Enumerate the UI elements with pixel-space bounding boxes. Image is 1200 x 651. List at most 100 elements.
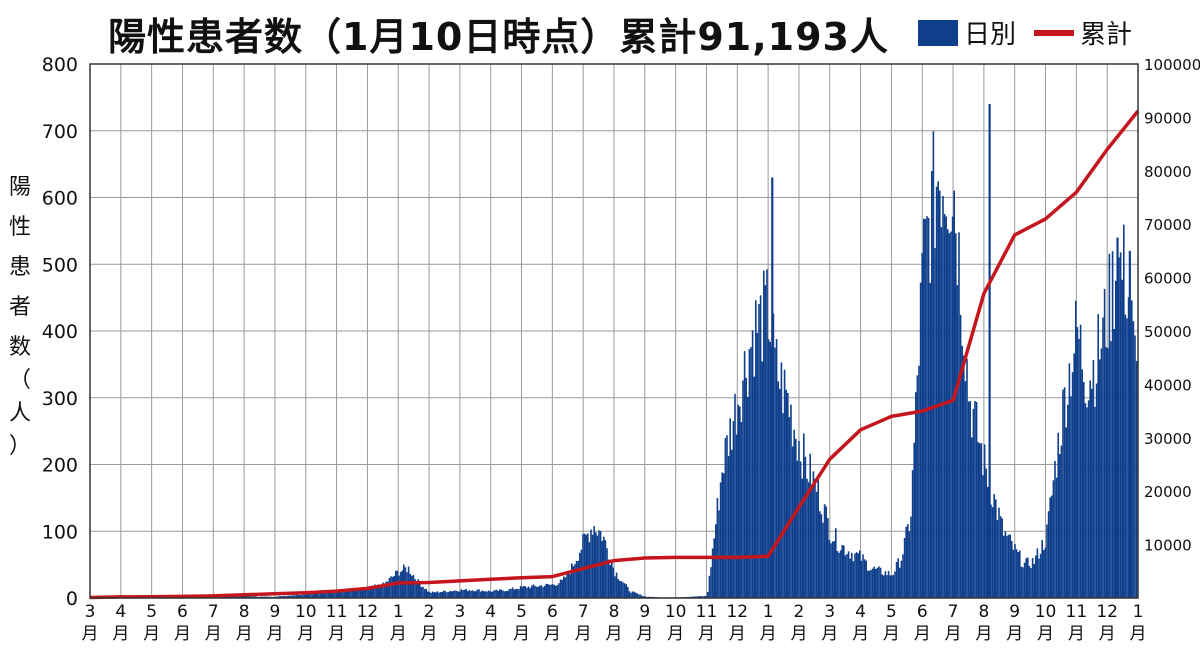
chart-legend: 日別 累計 bbox=[918, 14, 1150, 51]
x-tick-unit: 月 bbox=[760, 624, 777, 644]
x-tick-unit: 月 bbox=[575, 624, 592, 644]
daily-bar bbox=[379, 585, 381, 598]
daily-bar bbox=[774, 347, 776, 598]
daily-bar bbox=[377, 584, 379, 598]
daily-bar bbox=[895, 561, 898, 598]
x-tick-label: 3 bbox=[454, 602, 465, 622]
daily-bar bbox=[1105, 347, 1107, 598]
plot-frame bbox=[89, 63, 1139, 599]
daily-bar bbox=[777, 381, 779, 598]
daily-bar bbox=[499, 589, 501, 598]
daily-bar bbox=[241, 596, 243, 598]
daily-bar bbox=[951, 216, 954, 598]
daily-bar bbox=[265, 596, 267, 598]
grid-lines bbox=[89, 63, 1139, 599]
daily-bar bbox=[283, 595, 285, 598]
x-tick-label: 5 bbox=[886, 602, 897, 622]
daily-bar bbox=[367, 587, 370, 598]
daily-bar bbox=[435, 592, 437, 598]
daily-bar bbox=[467, 591, 469, 598]
daily-bar bbox=[303, 594, 306, 598]
daily-bar bbox=[331, 592, 333, 598]
daily-bar bbox=[950, 231, 952, 598]
daily-bar bbox=[518, 589, 520, 598]
daily-bar bbox=[1092, 360, 1095, 598]
y-right-tick-label: 80000 bbox=[1144, 163, 1192, 181]
x-tick-unit: 月 bbox=[482, 624, 499, 644]
daily-bar bbox=[247, 596, 250, 598]
daily-bar bbox=[795, 438, 797, 598]
daily-bar bbox=[281, 596, 283, 598]
daily-bar bbox=[993, 493, 995, 598]
daily-bar bbox=[470, 590, 472, 598]
daily-bar bbox=[415, 583, 418, 598]
daily-bar bbox=[835, 528, 837, 598]
daily-bar bbox=[977, 442, 979, 598]
daily-bar bbox=[289, 595, 291, 598]
daily-bar bbox=[1084, 403, 1087, 598]
daily-bar bbox=[1127, 297, 1130, 598]
daily-bar bbox=[614, 576, 616, 598]
x-axis-ticks: 3月4月5月6月7月8月9月10月11月12月1月2月3月4月5月6月7月8月9… bbox=[82, 602, 1147, 644]
daily-bar bbox=[783, 369, 786, 598]
daily-bar bbox=[731, 449, 733, 598]
daily-bar bbox=[1100, 348, 1103, 598]
daily-bar bbox=[292, 595, 295, 598]
y-label-char: 患 bbox=[8, 255, 31, 280]
y-right-tick-label: 30000 bbox=[1144, 430, 1192, 448]
daily-bar bbox=[987, 486, 989, 598]
daily-bar bbox=[563, 576, 565, 598]
daily-bar bbox=[337, 592, 339, 598]
daily-bar bbox=[750, 347, 752, 598]
y-label-char: 性 bbox=[8, 215, 31, 240]
daily-bar bbox=[1009, 534, 1011, 598]
daily-bar bbox=[1014, 544, 1016, 598]
daily-bar bbox=[243, 595, 245, 598]
daily-bar bbox=[643, 596, 645, 598]
daily-bar bbox=[364, 588, 367, 598]
daily-bar bbox=[847, 551, 850, 598]
daily-bar bbox=[583, 533, 586, 598]
daily-bar bbox=[1083, 381, 1085, 598]
legend-label-cumulative: 累計 bbox=[1080, 20, 1133, 50]
daily-bar bbox=[252, 596, 255, 598]
daily-bar bbox=[246, 595, 248, 598]
daily-bar bbox=[1081, 369, 1083, 598]
daily-bar bbox=[798, 440, 800, 598]
daily-bar bbox=[782, 413, 784, 598]
x-tick-label: 6 bbox=[547, 602, 558, 622]
daily-bar bbox=[603, 536, 605, 598]
x-tick-label: 5 bbox=[146, 602, 157, 622]
daily-bar bbox=[940, 227, 943, 598]
daily-bar bbox=[820, 514, 823, 598]
daily-bar bbox=[1079, 324, 1082, 598]
daily-bar bbox=[1086, 407, 1088, 598]
x-tick-unit: 月 bbox=[451, 624, 468, 644]
daily-bar bbox=[356, 588, 359, 598]
daily-bar bbox=[1041, 540, 1043, 598]
daily-bar bbox=[753, 376, 755, 598]
x-tick-label: 2 bbox=[794, 602, 805, 622]
daily-bar bbox=[382, 582, 384, 598]
daily-bar bbox=[985, 468, 987, 598]
daily-bar bbox=[577, 560, 579, 598]
daily-bar bbox=[929, 282, 931, 598]
daily-bar bbox=[721, 472, 723, 598]
daily-bar bbox=[959, 314, 962, 598]
daily-bar bbox=[427, 591, 429, 598]
daily-bar bbox=[1054, 460, 1056, 598]
daily-bar bbox=[1006, 535, 1008, 598]
x-tick-label: 7 bbox=[578, 602, 589, 622]
daily-bar bbox=[291, 595, 293, 598]
daily-bar bbox=[443, 590, 445, 598]
y-label-char: （ bbox=[8, 368, 31, 393]
daily-bar bbox=[465, 588, 467, 598]
daily-bar bbox=[999, 516, 1002, 598]
x-tick-unit: 月 bbox=[390, 624, 407, 644]
daily-bar bbox=[1134, 335, 1136, 598]
daily-bar bbox=[302, 594, 304, 598]
x-tick-label: 7 bbox=[948, 602, 959, 622]
daily-bar bbox=[908, 531, 911, 598]
daily-bar bbox=[359, 589, 362, 598]
daily-bar bbox=[249, 596, 251, 598]
